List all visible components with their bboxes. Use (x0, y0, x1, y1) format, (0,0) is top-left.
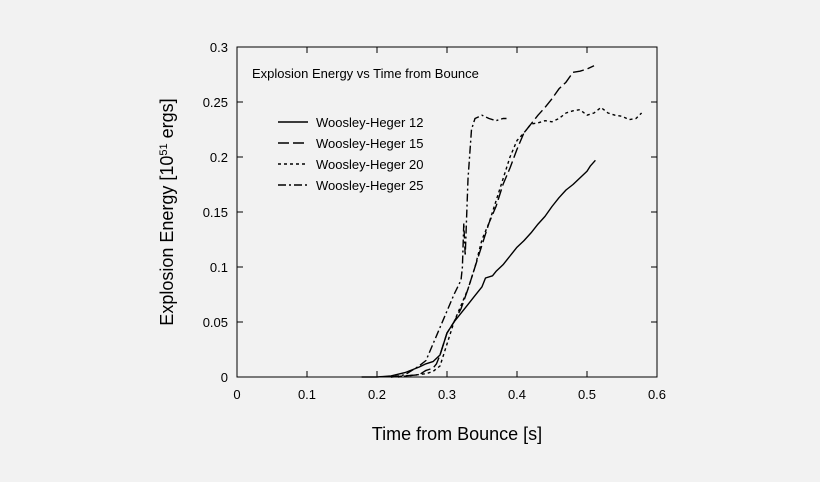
legend-label: Woosley-Heger 15 (316, 136, 423, 151)
y-axis-title-suffix: ergs] (157, 98, 177, 143)
x-tick-label: 0.4 (508, 387, 526, 402)
legend-label: Woosley-Heger 20 (316, 157, 423, 172)
y-axis-title-prefix: Explosion Energy [10 (157, 156, 177, 326)
x-tick-label: 0.6 (648, 387, 666, 402)
x-tick-label: 0 (233, 387, 240, 402)
legend-label: Woosley-Heger 25 (316, 178, 423, 193)
series-line-woosley-heger-15 (390, 65, 595, 378)
y-axis-title: Explosion Energy [1051 ergs] (157, 98, 177, 325)
x-tick-label: 0.2 (368, 387, 386, 402)
y-tick-label: 0.15 (203, 205, 228, 220)
series-line-woosley-heger-20 (397, 106, 643, 378)
y-tick-label: 0 (221, 370, 228, 385)
chart-title: Explosion Energy vs Time from Bounce (252, 66, 479, 81)
x-tick-label: 0.3 (438, 387, 456, 402)
x-tick-label: 0.5 (578, 387, 596, 402)
y-tick-label: 0.3 (210, 40, 228, 55)
y-tick-label: 0.25 (203, 95, 228, 110)
legend: Woosley-Heger 12 Woosley-Heger 15 Woosley-… (278, 115, 423, 193)
x-tick-label: 0.1 (298, 387, 316, 402)
y-axis-title-exponent: 51 (158, 143, 170, 155)
y-tick-label: 0.2 (210, 150, 228, 165)
x-axis-title: Time from Bounce [s] (372, 424, 542, 444)
y-tick-label: 0.1 (210, 260, 228, 275)
series-line-woosley-heger-25 (390, 114, 507, 378)
legend-label: Woosley-Heger 12 (316, 115, 423, 130)
series-line-woosley-heger-12 (361, 159, 596, 378)
plot-frame (236, 46, 658, 378)
y-tick-label: 0.05 (203, 315, 228, 330)
